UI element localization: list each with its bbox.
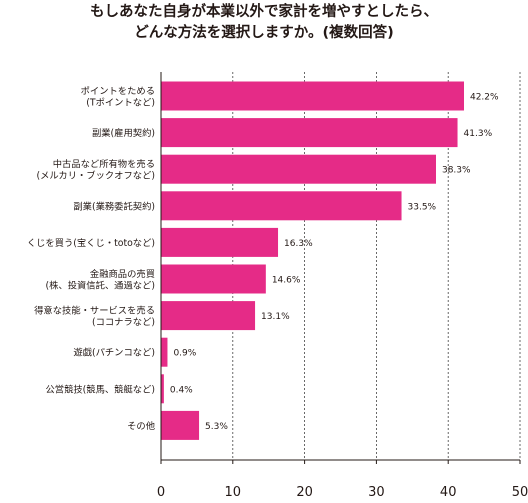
bar-6	[161, 301, 256, 331]
category-label-5-line-1: (株、投資信託、通過など)	[45, 279, 155, 291]
value-label-2: 38.3%	[442, 166, 471, 176]
chart-title-line-1: もしあなた自身が本業以外で家計を増やすとしたら、	[90, 4, 438, 20]
bar-3	[161, 191, 402, 221]
value-label-9: 5.3%	[205, 422, 228, 432]
category-label-6-line-0: 得意な技能・サービスを売る	[34, 304, 155, 316]
bar-7	[161, 337, 168, 367]
x-tick-label-20: 20	[296, 485, 313, 500]
chart-title-line-2: どんな方法を選択しますか。(複数回答)	[134, 25, 394, 41]
value-label-5: 14.6%	[272, 276, 301, 286]
bar-2	[161, 154, 436, 184]
x-tick-label-40: 40	[440, 485, 457, 500]
category-label-4: くじを買う(宝くじ・totoなど)	[27, 237, 155, 249]
x-tick-label-50: 50	[512, 485, 528, 500]
category-label-2-line-1: (メルカリ・ブックオフなど)	[36, 169, 155, 181]
chart-title: もしあなた自身が本業以外で家計を増やすとしたら、 どんな方法を選択しますか。(複…	[0, 2, 528, 44]
x-tick-label-0: 0	[157, 485, 165, 500]
category-label-9: その他	[127, 420, 155, 432]
category-label-0-line-1: (Tポイントなど)	[86, 97, 155, 108]
value-label-1: 41.3%	[464, 129, 493, 139]
value-label-3: 33.5%	[408, 202, 437, 212]
category-label-0-line-0: ポイントをためる	[81, 86, 155, 97]
category-label-2-line-0: 中古品など所有物を売る	[53, 158, 155, 170]
value-label-7: 0.9%	[173, 349, 196, 359]
x-tick-label-30: 30	[368, 485, 385, 500]
bar-4	[161, 227, 279, 257]
bar-9	[161, 410, 200, 440]
bar-1	[161, 118, 458, 148]
category-label-3: 副業(業務委託契約)	[73, 200, 155, 212]
value-label-0: 42.2%	[470, 93, 499, 103]
category-label-1: 副業(雇用契約)	[92, 127, 155, 139]
bar-0	[161, 81, 464, 111]
value-label-6: 13.1%	[261, 312, 290, 322]
bar-8	[161, 374, 164, 404]
category-label-7: 遊戯(パチンコなど)	[73, 347, 155, 359]
x-tick-label-10: 10	[225, 485, 242, 500]
category-label-8: 公営競技(競馬、競艇など)	[45, 383, 155, 395]
category-label-6-line-1: (ココナラなど)	[92, 317, 155, 328]
category-label-5-line-0: 金融商品の売買	[90, 268, 155, 280]
value-label-4: 16.3%	[284, 239, 313, 249]
bar-5	[161, 264, 266, 294]
value-label-8: 0.4%	[170, 385, 193, 395]
